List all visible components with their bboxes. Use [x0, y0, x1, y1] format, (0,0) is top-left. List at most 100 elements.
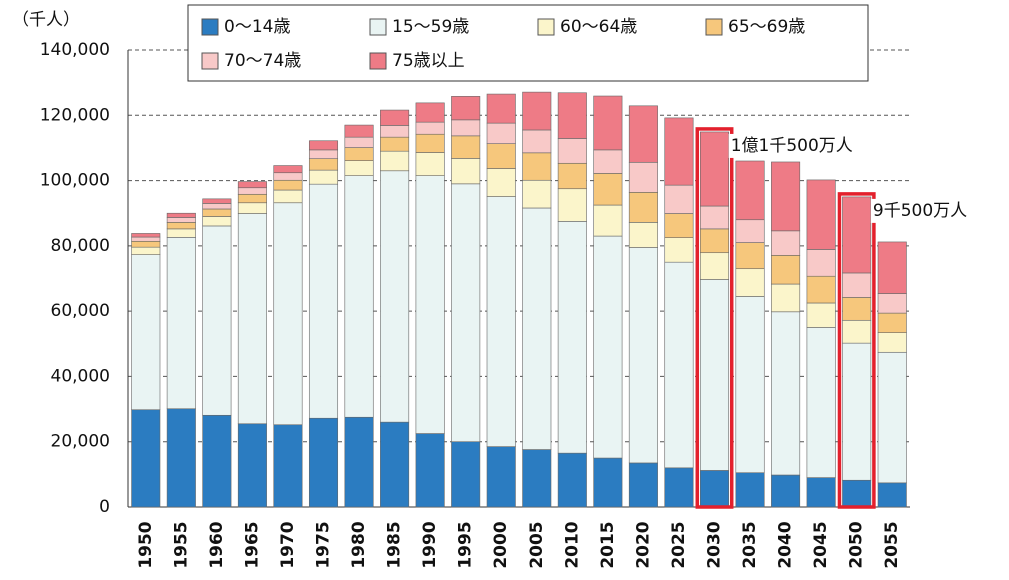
- bar-segment: [842, 272, 872, 298]
- bar-segment: [664, 467, 694, 508]
- bar-segment: [735, 296, 765, 474]
- bar-segment: [664, 237, 694, 263]
- bar-segment: [308, 149, 339, 160]
- x-tick-label: 2035: [740, 521, 760, 568]
- x-tick-label: 1980: [349, 521, 369, 568]
- x-tick-label: 1995: [456, 521, 476, 568]
- y-tick-label: 100,000: [40, 171, 110, 191]
- bar-segment: [557, 138, 587, 164]
- bar-segment: [522, 129, 552, 154]
- bar-segment: [451, 183, 481, 443]
- legend-label: 60～64歳: [560, 17, 637, 37]
- y-axis-label: （千人）: [12, 10, 80, 30]
- x-tick-label: 1990: [420, 521, 440, 568]
- x-tick-label: 2025: [669, 521, 689, 568]
- x-tick-label: 2015: [598, 521, 618, 568]
- legend-swatch: [201, 18, 219, 36]
- x-tick-label: 1950: [136, 521, 156, 568]
- bar-segment: [451, 119, 481, 137]
- x-tick-label: 1985: [385, 521, 405, 568]
- bar-segment: [877, 351, 907, 484]
- bar-segment: [771, 161, 801, 232]
- bar-segment: [486, 196, 516, 447]
- bar-segment: [202, 198, 232, 204]
- x-tick-label: 1975: [314, 521, 334, 568]
- bar-segment: [842, 297, 872, 321]
- bar-segment: [451, 96, 481, 121]
- bar-segment: [486, 122, 516, 144]
- bar-segment: [237, 213, 267, 425]
- bar-segment: [380, 421, 410, 508]
- bar-segment: [842, 319, 872, 344]
- bar-segment: [131, 254, 161, 411]
- bar-segment: [308, 183, 339, 419]
- bar-segment: [237, 202, 267, 214]
- legend-swatch: [369, 18, 387, 36]
- legend-label: 65～69歳: [728, 17, 805, 37]
- bar-segment: [557, 452, 587, 508]
- bar-segment: [877, 293, 907, 314]
- bar-segment: [771, 474, 801, 508]
- legend-box: [187, 4, 869, 82]
- bar-segment: [593, 95, 623, 151]
- legend-swatch: [201, 52, 219, 70]
- bar-segment: [308, 417, 339, 508]
- x-tick-label: 2040: [776, 521, 796, 568]
- bar-segment: [166, 222, 196, 230]
- x-tick-label: 2005: [527, 521, 547, 568]
- bar-segment: [877, 332, 907, 353]
- x-tick-label: 1965: [242, 521, 262, 568]
- legend-label: 0～14歳: [224, 17, 290, 37]
- bar-segment: [628, 462, 658, 508]
- bar-segment: [877, 482, 907, 508]
- bar-segment: [771, 283, 801, 313]
- bar-segment: [237, 187, 267, 195]
- legend-label: 70～74歳: [224, 51, 301, 71]
- bar-segment: [202, 414, 232, 508]
- bar-segment: [131, 236, 161, 242]
- bar-segment: [771, 230, 801, 256]
- highlight-box: [695, 127, 734, 509]
- x-tick-label: 2010: [562, 521, 582, 568]
- bar-segment: [877, 241, 907, 294]
- bar-segment: [202, 208, 232, 217]
- bar-segment: [664, 261, 694, 469]
- bar-segment: [735, 472, 765, 508]
- bar-segment: [842, 342, 872, 481]
- legend-swatch: [537, 18, 555, 36]
- bar-segment: [735, 242, 765, 270]
- bar-segment: [699, 279, 730, 471]
- highlight-box: [837, 192, 876, 509]
- bar-segment: [699, 228, 730, 254]
- bar-segment: [308, 169, 339, 185]
- bar-segment: [451, 441, 481, 508]
- annotation: 1億1千500万人: [731, 136, 853, 156]
- bar-segment: [877, 312, 907, 333]
- bar-segment: [131, 246, 161, 255]
- legend-label: 15～59歳: [392, 17, 469, 37]
- bar-segment: [131, 233, 161, 238]
- bar-segment: [628, 222, 658, 248]
- bar-segment: [842, 479, 872, 508]
- legend-swatch: [369, 52, 387, 70]
- bar-segment: [735, 219, 765, 243]
- bar-segment: [593, 204, 623, 237]
- bar-segment: [806, 275, 836, 304]
- bar-segment: [166, 228, 196, 238]
- bar-segment: [166, 212, 196, 218]
- bar-segment: [415, 175, 445, 434]
- bar-segment: [557, 92, 587, 139]
- bar-segment: [308, 140, 339, 151]
- bar-segment: [771, 311, 801, 476]
- bar-segment: [628, 105, 658, 163]
- bar-segment: [380, 170, 410, 423]
- bar-segment: [415, 433, 445, 508]
- y-tick-label: 60,000: [51, 301, 110, 321]
- bar-segment: [842, 196, 872, 274]
- bar-segment: [664, 184, 694, 214]
- bar-segment: [166, 408, 196, 508]
- x-tick-label: 2055: [882, 521, 902, 568]
- bar-segment: [806, 302, 836, 328]
- y-tick-label: 120,000: [40, 105, 110, 125]
